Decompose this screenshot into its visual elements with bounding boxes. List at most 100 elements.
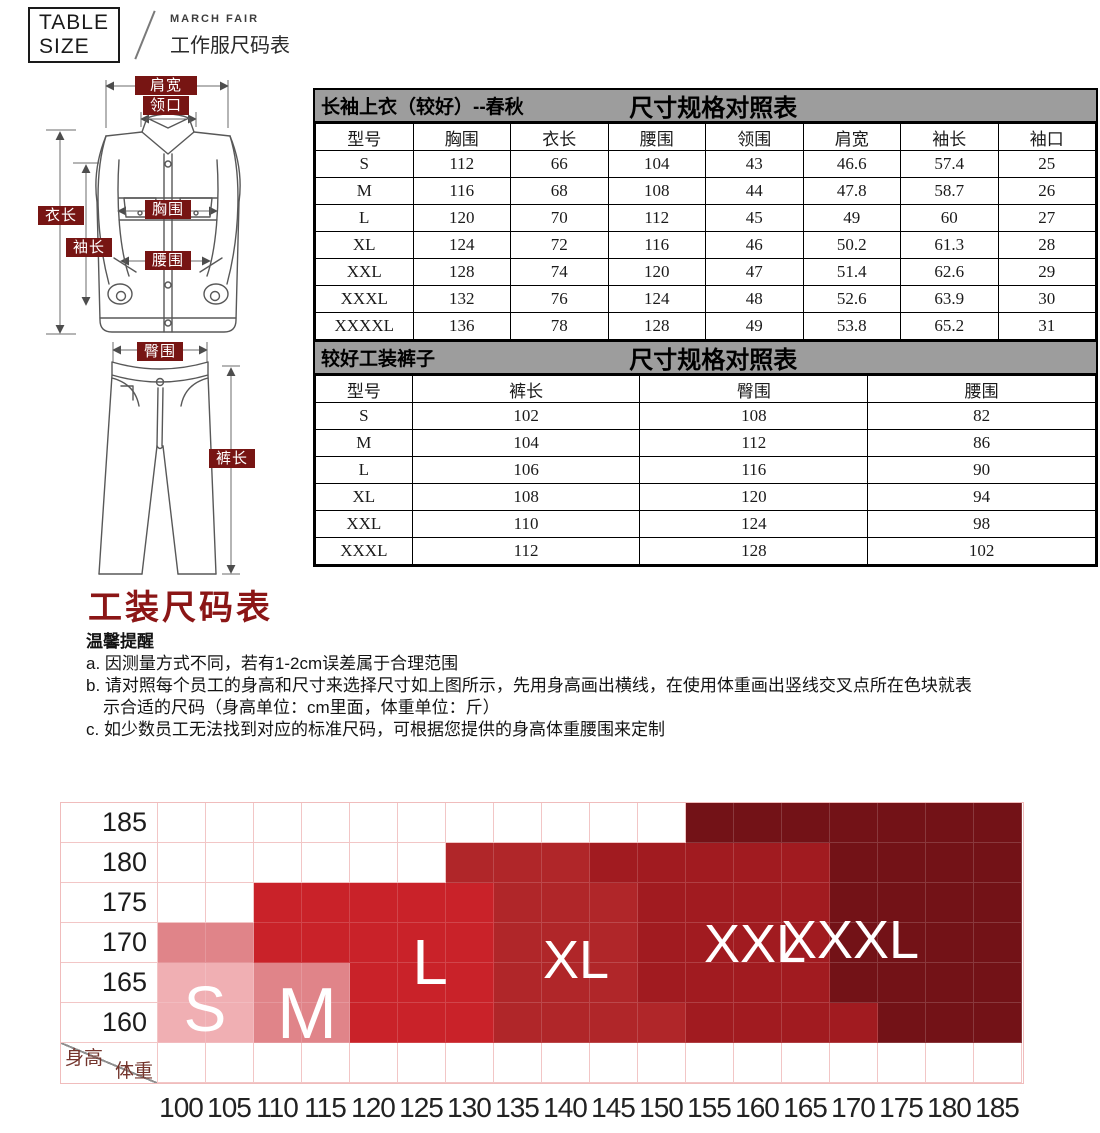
table-cell: 45 [705,204,804,232]
logo-line1: TABLE [39,11,109,34]
weight-tick-label: 170 [831,1092,876,1123]
heatmap-cell [638,803,686,843]
heatmap-cell [686,923,734,963]
table-row: XXL 110 124 98 [315,510,1096,538]
weight-tick-label: 185 [975,1092,1020,1123]
heatmap-cell [446,923,494,963]
table-row: M 116 68 108 44 47.8 58.7 26 [315,177,1096,205]
table-cell: 136 [412,312,511,340]
heatmap-cell [926,923,974,963]
table-header-row: 型号 胸围 衣长 腰围 领围 肩宽 袖长 袖口 [315,123,1096,151]
x-axis-label: 体重 [114,1061,153,1082]
table-cell: XXXL [315,537,413,565]
heatmap-cell [974,1043,1022,1083]
weight-tick-label: 140 [543,1092,588,1123]
heatmap-cell [158,843,206,883]
table-cell: 47.8 [802,177,901,205]
table-cell: 120 [412,204,511,232]
measure-label-chest: 胸围 [145,200,191,219]
table-cell: 86 [867,429,1096,457]
table-cell: 74 [510,258,609,286]
column-header: 胸围 [412,123,511,151]
table-cell: 61.3 [900,231,999,259]
weight-axis-labels: 100 105 110 115 120 125 130 135 140 145 150 155 160 1… [157,1092,1060,1124]
heatmap-cell [446,883,494,923]
height-tick-label: 170 [61,923,158,963]
size-region-label-xxl: XXL [703,914,807,974]
table-cell: XXXL [315,285,414,313]
heatmap-cell [830,923,878,963]
weight-tick-label: 115 [304,1092,347,1123]
table-cell: 44 [705,177,804,205]
heatmap-cell [878,843,926,883]
heatmap-cell [974,803,1022,843]
spec-table-1: 型号 裤长 臀围 腰围 S 102 108 82 M 104 112 86 L 106 116 90 XL 108… [315,375,1096,565]
table-cell: 102 [867,537,1096,565]
height-tick-label: 185 [61,803,158,843]
heatmap-cell [734,963,782,1003]
brand-name: MARCH FAIR [169,12,260,25]
heatmap-cell [302,843,350,883]
heatmap-cell [206,963,254,1003]
weight-tick-label: 110 [256,1092,299,1123]
column-header: 腰围 [607,123,706,151]
weight-tick-label: 175 [879,1092,924,1123]
heatmap-cell [638,1003,686,1043]
table-cell: 112 [639,429,869,457]
table-cell: 50.2 [802,231,901,259]
table-row: XXXXL 136 78 128 49 53.8 65.2 31 [315,312,1096,340]
heatmap-cell [590,883,638,923]
table-cell: 31 [997,312,1096,340]
table-title-left: 长袖上衣（较好）--春秋 [321,97,524,118]
chart-row: 185 [61,803,1023,843]
size-region-label-s: S [183,973,227,1045]
heatmap-cell [974,923,1022,963]
table-cell: 82 [867,402,1096,430]
heatmap-cell [638,843,686,883]
spec-table-0: 型号 胸围 衣长 腰围 领围 肩宽 袖长 袖口 S 112 66 104 43 46.6 57.4 25 M 11… [315,123,1096,340]
table-cell: 48 [705,285,804,313]
table-cell: 27 [997,204,1096,232]
heatmap-cell [158,923,206,963]
heatmap-cell [446,1003,494,1043]
height-tick-label: 175 [61,883,158,923]
heatmap-cell [686,843,734,883]
table-cell: L [315,456,413,484]
heatmap-cell [302,923,350,963]
heatmap-cell [398,1003,446,1043]
section-title: 工装尺码表 [88,589,273,627]
table-cell: 112 [411,537,641,565]
chart-grid: 185 180 175 170 165 160 身高 体重 [60,802,1024,1084]
heatmap-cell [350,843,398,883]
table-cell: M [315,429,413,457]
heatmap-cell [206,883,254,923]
heatmap-cell [686,1003,734,1043]
heatmap-cell [494,1043,542,1083]
heatmap-cell [974,963,1022,1003]
heatmap-cell [302,883,350,923]
table-cell: 98 [867,510,1096,538]
table-cell: 104 [411,429,641,457]
reminder-line-b2: 示合适的尺码（身高单位：cm里面，体重单位：斤） [103,698,500,717]
size-region-label-xl: XL [542,930,610,990]
table-row: L 106 116 90 [315,456,1096,484]
heatmap-cell [206,843,254,883]
heatmap-cell [350,803,398,843]
heatmap-cell [302,963,350,1003]
heatmap-cell [734,803,782,843]
table-row: XL 124 72 116 46 50.2 61.3 28 [315,231,1096,259]
heatmap-cell [830,883,878,923]
reminder-line-b: b. 请对照每个员工的身高和尺寸来选择尺寸如上图所示，先用身高画出横线，在使用体… [86,676,972,695]
table-cell: S [315,150,414,178]
table-cell: XL [315,483,413,511]
table-cell: 116 [412,177,511,205]
table-title-bar: 较好工装裤子 尺寸规格对照表 [315,342,1096,375]
heatmap-cell [830,1003,878,1043]
heatmap-cell [590,923,638,963]
heatmap-cell [926,1043,974,1083]
table-cell: 108 [411,483,641,511]
heatmap-cell [926,803,974,843]
heatmap-cell [254,803,302,843]
table-row: S 112 66 104 43 46.6 57.4 25 [315,150,1096,178]
heatmap-cell [158,803,206,843]
